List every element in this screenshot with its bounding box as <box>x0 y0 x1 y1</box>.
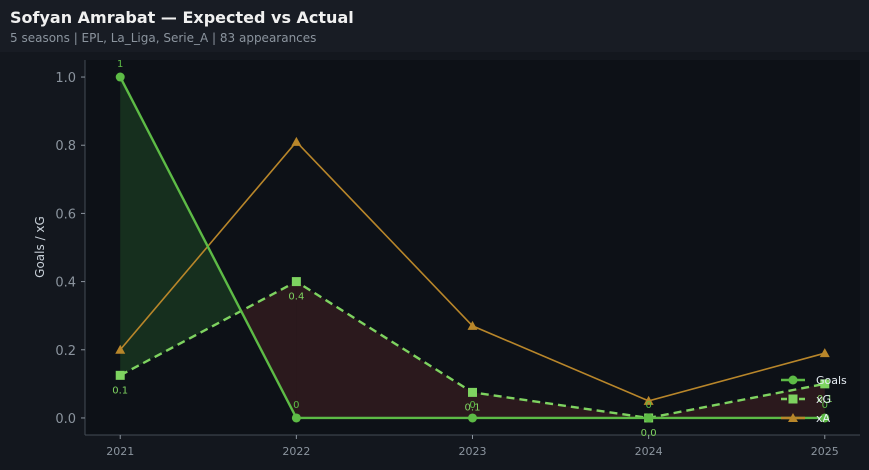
data-point <box>291 136 302 146</box>
x-tick-label: 2022 <box>282 445 310 458</box>
data-point <box>468 413 477 423</box>
data-point <box>291 413 301 423</box>
data-point <box>644 413 654 423</box>
data-point <box>115 72 125 82</box>
data-label: 0.1 <box>817 394 833 405</box>
data-point <box>468 387 477 397</box>
legend-label: Goals <box>816 374 847 387</box>
data-label: 0.1 <box>112 385 128 396</box>
x-tick-label: 2021 <box>106 445 134 458</box>
y-tick-label: 0.4 <box>55 276 76 291</box>
legend-marker <box>788 375 798 385</box>
data-point <box>819 348 830 358</box>
legend-marker <box>788 394 798 404</box>
y-tick-label: 0.2 <box>55 344 76 359</box>
y-axis-label: Goals / xG <box>33 216 47 278</box>
y-tick-label: 0.8 <box>55 139 76 154</box>
fill-between <box>120 77 242 376</box>
data-point <box>643 395 654 405</box>
plot-area <box>85 60 860 435</box>
y-tick-label: 1.0 <box>55 71 76 86</box>
y-tick-label: 0.0 <box>55 412 76 427</box>
data-label: 0 <box>293 400 299 411</box>
data-label: 1 <box>117 59 123 70</box>
legend-label: xG <box>816 393 831 406</box>
data-point <box>820 379 830 389</box>
data-point <box>115 370 125 380</box>
fill-between <box>241 281 297 418</box>
data-point <box>115 344 126 354</box>
data-label: 0.0 <box>641 428 657 439</box>
header <box>0 0 869 52</box>
chart-subtitle: 5 seasons | EPL, La_Liga, Serie_A | 83 a… <box>10 31 316 45</box>
data-label: 0 <box>822 400 828 411</box>
chart-title: Sofyan Amrabat — Expected vs Actual <box>10 8 354 27</box>
data-label: 0 <box>645 400 651 411</box>
legend-label: xA <box>816 412 831 425</box>
x-tick-label: 2024 <box>635 445 663 458</box>
data-point <box>291 277 301 287</box>
data-point <box>820 413 830 423</box>
data-label: 0.4 <box>288 292 304 303</box>
data-label: 0 <box>469 400 475 411</box>
x-tick-label: 2025 <box>811 445 839 458</box>
data-point <box>467 320 478 330</box>
fill-between <box>296 281 473 418</box>
data-label: 0.1 <box>465 402 481 413</box>
legend-marker <box>788 413 798 422</box>
y-tick-label: 0.6 <box>55 207 76 222</box>
x-tick-label: 2023 <box>459 445 487 458</box>
